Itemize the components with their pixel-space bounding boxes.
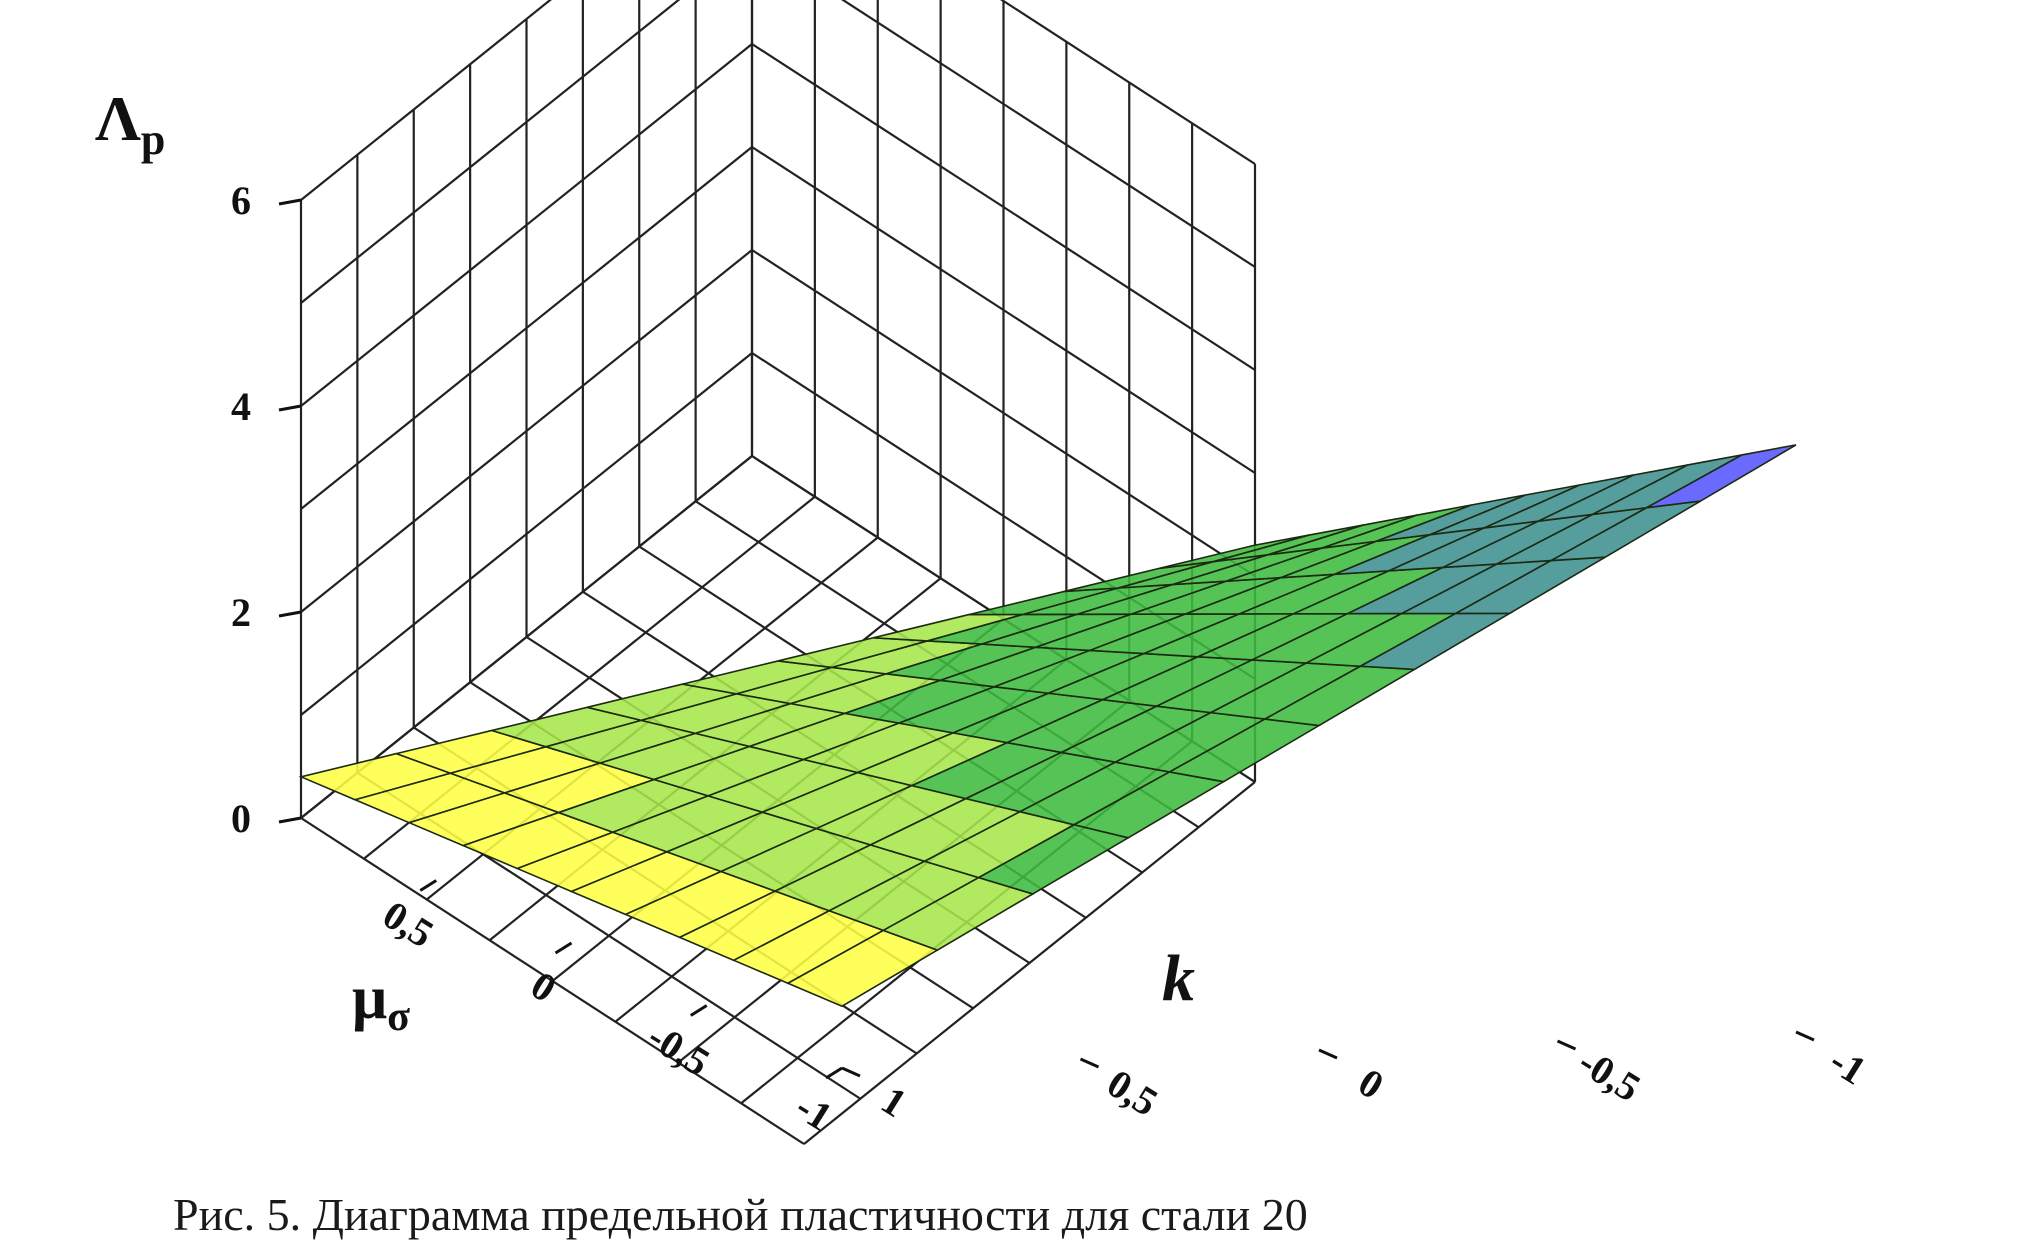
grid-line: [300, 146, 753, 510]
x-axis-label-main: μ: [352, 964, 387, 1032]
z-tick-mark: [278, 816, 302, 824]
y-tick-label: 0,5: [1100, 1060, 1166, 1125]
y-axis-label-main: k: [1162, 942, 1195, 1015]
y-tick-mark: [1079, 1057, 1100, 1069]
figure-caption: Рис. 5. Диаграмма предельной пластичност…: [173, 1189, 1308, 1240]
y-tick-label: 0: [1351, 1059, 1392, 1108]
y-tick-mark: [841, 1066, 861, 1078]
y-tick-label: -1: [1822, 1038, 1874, 1094]
surface-patch: [1646, 444, 1797, 509]
grid-line: [999, 0, 1256, 165]
grid-line: [751, 146, 1256, 474]
grid-line: [300, 249, 753, 613]
x-tick-mark: [419, 879, 438, 892]
y-tick-mark: [1318, 1048, 1338, 1060]
surface: [298, 444, 1797, 1008]
z-tick-mark: [278, 404, 302, 412]
x-tick-label: -1: [788, 1084, 840, 1140]
grid-line: [803, 781, 1256, 1145]
z-tick-label: 0: [231, 796, 251, 841]
x-tick-mark: [689, 1004, 708, 1017]
x-tick-label: -0,5: [640, 1013, 718, 1085]
grid-line: [300, 352, 753, 716]
grid-line: [300, 0, 681, 304]
x-axis-label-sub: σ: [387, 994, 410, 1040]
x-tick-mark: [554, 941, 573, 955]
x-axis-label: μσ: [352, 964, 410, 1040]
grid-line: [300, 43, 753, 407]
y-axis-label: k: [1162, 942, 1195, 1015]
svg-text:μσ: μσ: [352, 964, 410, 1040]
grid-line: [751, 43, 1256, 371]
y-tick-mark: [1795, 1030, 1815, 1042]
z-axis-label-sub: p: [141, 115, 165, 164]
svg-text:Λp: Λp: [95, 83, 165, 164]
y-tick-mark: [1556, 1039, 1577, 1051]
z-tick-label: 6: [231, 178, 251, 223]
z-tick-label: 2: [231, 590, 251, 635]
grid-line: [841, 0, 1256, 268]
z-tick-mark: [278, 610, 302, 618]
grid-line: [300, 817, 805, 1145]
z-axis-label-main: Λ: [95, 83, 141, 154]
y-tick-label: -0,5: [1571, 1039, 1649, 1111]
x-tick-mark: [825, 1066, 843, 1080]
x-tick-label: 0: [523, 962, 564, 1011]
grid-line: [751, 249, 1256, 577]
z-axis-label: Λp: [95, 83, 165, 164]
z-tick-mark: [278, 198, 302, 206]
z-tick-label: 4: [231, 384, 251, 429]
grid-line: [300, 0, 552, 201]
